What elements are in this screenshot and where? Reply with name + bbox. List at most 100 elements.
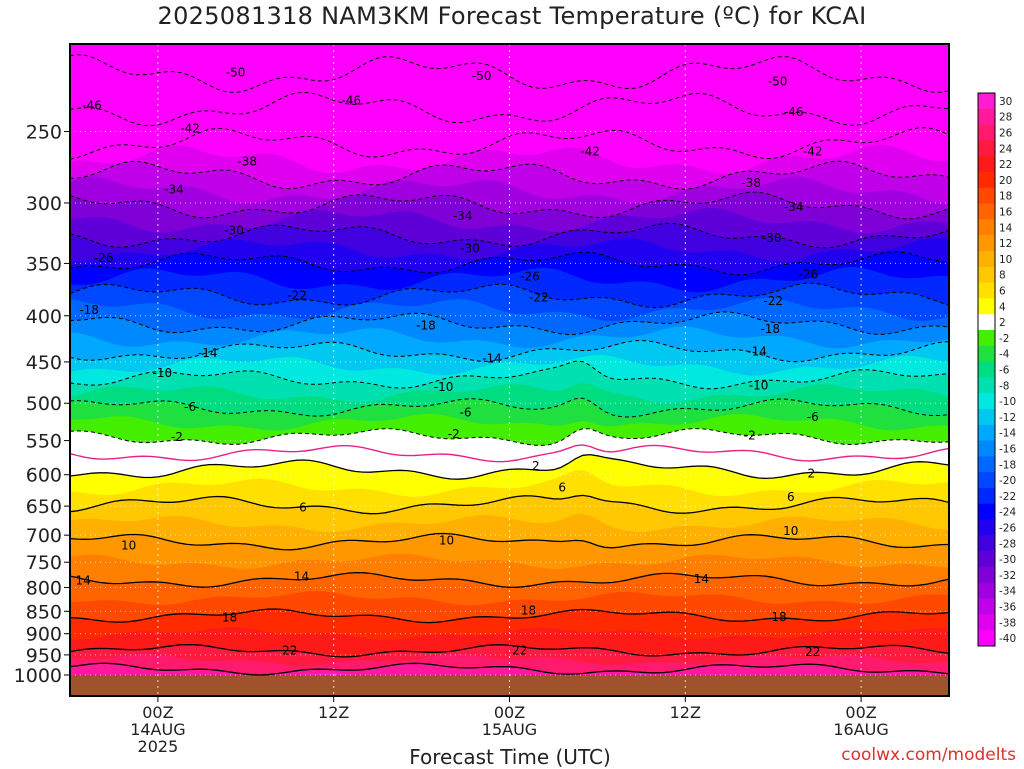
contour-label: -14 bbox=[198, 346, 218, 360]
contour-label: -30 bbox=[224, 224, 244, 238]
contour-label: -10 bbox=[749, 379, 769, 393]
colorbar-frame bbox=[977, 92, 996, 647]
colorbar-swatch bbox=[978, 503, 995, 521]
isotherm-line bbox=[70, 643, 949, 658]
colorbar-swatch bbox=[978, 124, 995, 141]
colorbar-label: -18 bbox=[999, 459, 1016, 471]
y-tick-label: 650 bbox=[26, 496, 62, 518]
contour-label: 18 bbox=[222, 611, 237, 625]
contour-labels: -50 -50 -50 -46 -46 -46 -42 -42 -42 -38 -38 -34 -34 -… bbox=[76, 65, 823, 659]
colorbar-swatch bbox=[978, 298, 995, 315]
colorbar-swatch bbox=[978, 598, 995, 615]
colorbar-swatch bbox=[978, 203, 995, 220]
colorbar-swatch bbox=[978, 345, 995, 363]
colorbar-label: 6 bbox=[999, 286, 1006, 298]
contour-label: -50 bbox=[768, 74, 788, 88]
colorbar-label: 24 bbox=[999, 143, 1013, 155]
colorbar-label: 30 bbox=[999, 96, 1012, 108]
x-tick-label: 2025 bbox=[138, 737, 179, 756]
colorbar-label: 10 bbox=[999, 254, 1012, 266]
contour-label: -22 bbox=[529, 291, 549, 305]
isotherm-line bbox=[70, 608, 949, 624]
colorbar-label: -34 bbox=[999, 586, 1016, 598]
contour-label: -10 bbox=[434, 380, 454, 394]
contour-label: -38 bbox=[741, 176, 761, 190]
isotherm-line bbox=[70, 127, 949, 160]
contour-label: -22 bbox=[763, 294, 783, 308]
isotherm-line bbox=[70, 532, 949, 551]
colorbar-label: -40 bbox=[999, 633, 1016, 645]
contour-label: -42 bbox=[180, 121, 200, 135]
freezing-level-line bbox=[70, 444, 949, 463]
contour-label: -18 bbox=[79, 303, 99, 317]
y-tick-label: 850 bbox=[26, 601, 62, 623]
isotherm-line bbox=[70, 311, 949, 336]
colorbar-label: -26 bbox=[999, 523, 1016, 535]
colorbar-label: -38 bbox=[999, 617, 1016, 629]
colorbar-swatch bbox=[978, 361, 995, 378]
colorbar-swatch bbox=[978, 93, 995, 110]
contour-label: -26 bbox=[520, 270, 540, 284]
colorbar-swatch bbox=[978, 551, 995, 568]
contour-label: -10 bbox=[152, 366, 172, 380]
contour-label: 18 bbox=[521, 603, 536, 617]
colorbar-label: -32 bbox=[999, 570, 1016, 582]
y-tick-label: 950 bbox=[26, 645, 62, 667]
isotherm-line bbox=[70, 251, 949, 276]
contour-label: 10 bbox=[121, 539, 136, 553]
x-tick-label: 12Z bbox=[670, 703, 701, 722]
colorbar-swatch bbox=[978, 156, 995, 173]
contour-label: 2 bbox=[807, 466, 815, 480]
y-tick-label: 350 bbox=[26, 253, 62, 275]
x-tick-label: 00Z bbox=[845, 703, 876, 722]
colorbar-label: 14 bbox=[999, 222, 1013, 234]
contour-label: -6 bbox=[460, 406, 472, 420]
contour-label: 10 bbox=[439, 534, 454, 548]
colorbar-label: -6 bbox=[999, 365, 1010, 377]
colorbar-label: 26 bbox=[999, 128, 1013, 140]
colorbar-label: -12 bbox=[999, 412, 1016, 424]
colorbar-swatch bbox=[978, 219, 995, 236]
isotherm-line bbox=[70, 339, 949, 363]
colorbar-swatch bbox=[978, 108, 995, 126]
colorbar-swatch bbox=[978, 614, 995, 631]
contour-label: -26 bbox=[94, 251, 114, 265]
chart-title: 2025081318 NAM3KM Forecast Temperature (… bbox=[157, 2, 867, 30]
contour-label: 6 bbox=[299, 500, 307, 514]
colorbar-swatch bbox=[978, 567, 995, 584]
colorbar: 30 28 26 24 22 20 18 16 14 12 10 8 6 4 2 -2 -4 -6 -8 -10 -12… bbox=[977, 92, 1016, 647]
y-axis-ticks: 2503003504004505005506006507007508008509… bbox=[14, 121, 70, 687]
x-tick-label: 15AUG bbox=[482, 720, 537, 739]
colorbar-label: -16 bbox=[999, 444, 1016, 456]
isotherm-line bbox=[70, 397, 949, 418]
y-tick-label: 550 bbox=[26, 431, 62, 453]
colorbar-label: 4 bbox=[999, 301, 1006, 313]
contour-lines bbox=[70, 54, 949, 676]
contour-label: -30 bbox=[460, 242, 480, 256]
colorbar-label: 12 bbox=[999, 238, 1012, 250]
colorbar-label: -8 bbox=[999, 380, 1009, 392]
colorbar-label: -28 bbox=[999, 538, 1016, 550]
isotherm-line bbox=[70, 571, 949, 588]
y-tick-label: 800 bbox=[26, 578, 62, 600]
colorbar-label: 22 bbox=[999, 159, 1012, 171]
isotherm-line bbox=[70, 360, 949, 390]
colorbar-label: 18 bbox=[999, 191, 1012, 203]
isotherm-line bbox=[70, 494, 949, 515]
colorbar-swatch bbox=[978, 409, 995, 426]
contour-label: -2 bbox=[448, 427, 460, 441]
contour-label: -18 bbox=[416, 318, 436, 332]
contour-label: -6 bbox=[807, 410, 819, 424]
colorbar-swatch bbox=[978, 488, 995, 505]
contour-label: -34 bbox=[784, 200, 804, 214]
contour-label: -26 bbox=[799, 267, 819, 281]
contour-label: -6 bbox=[184, 400, 196, 414]
ground-strip bbox=[70, 675, 949, 696]
isotherm-line bbox=[70, 282, 949, 309]
isotherm-line bbox=[70, 428, 949, 447]
contour-label: -34 bbox=[164, 183, 184, 197]
colorbar-label: -22 bbox=[999, 491, 1016, 503]
colorbar-label: -36 bbox=[999, 602, 1016, 614]
contour-label: -46 bbox=[784, 105, 804, 119]
